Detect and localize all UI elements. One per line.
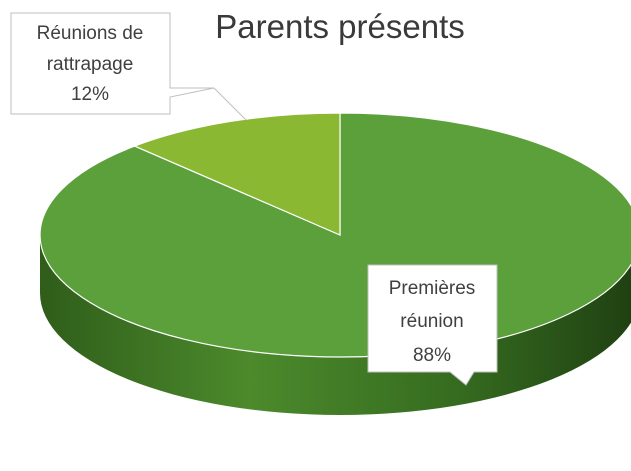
- pie-slice-2: [133, 112, 341, 236]
- callout-percent-slice-1: 88%: [413, 345, 451, 366]
- callout-label-slice-2-line1: Réunions de: [37, 23, 144, 44]
- callout-box-slice-1: [367, 264, 498, 386]
- callout-slice-1: Premières réunion 88%: [367, 264, 498, 386]
- callout-box-slice-2: [10, 12, 215, 115]
- chart-title: Parents présents: [215, 8, 464, 45]
- callout-label-slice-2-line2: rattrapage: [47, 54, 134, 75]
- pie-top: [39, 112, 631, 358]
- callout-slice-2: Réunions de rattrapage 12%: [10, 12, 247, 121]
- callout-label-slice-1-line2: réunion: [400, 311, 463, 332]
- callout-percent-slice-2: 12%: [71, 84, 109, 105]
- callout-leader-slice-2: [213, 87, 247, 121]
- callout-label-slice-1-line1: Premières: [389, 278, 476, 299]
